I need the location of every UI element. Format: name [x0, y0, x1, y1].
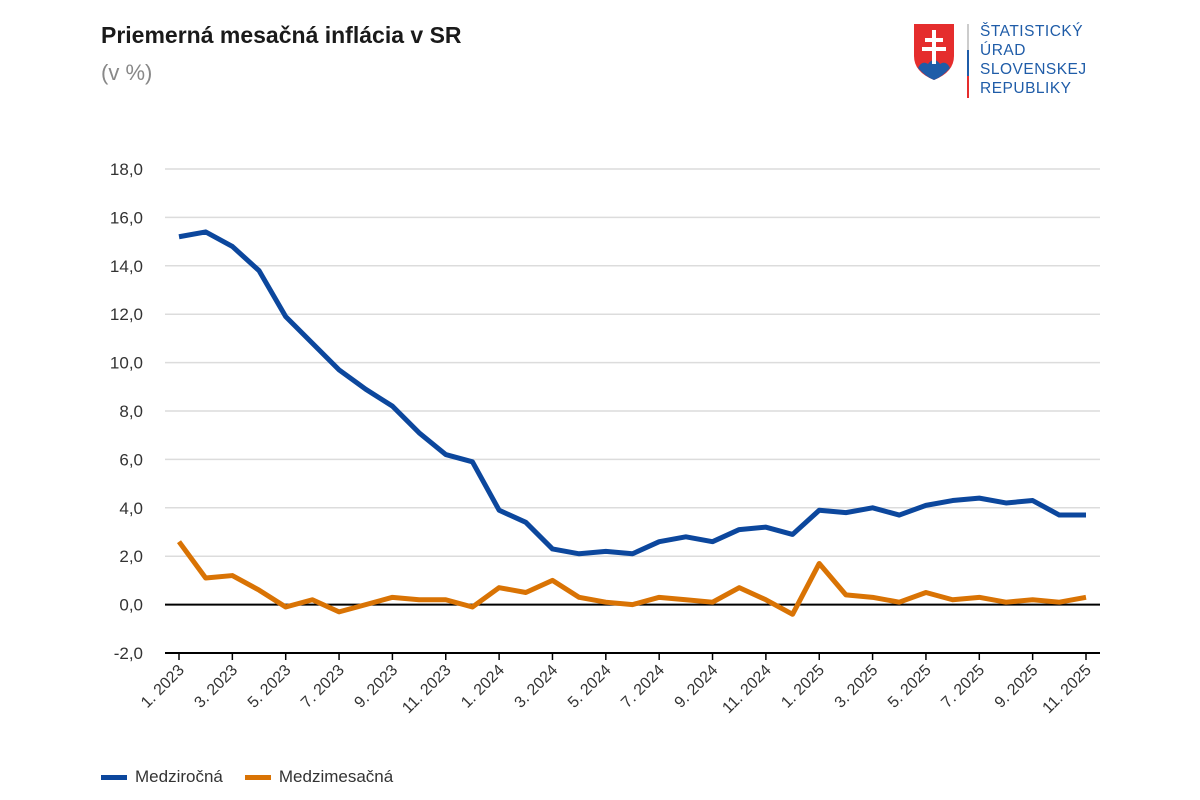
legend-label: Medzimesačná	[278, 767, 394, 786]
y-tick-label: 6,0	[119, 450, 143, 469]
x-tick-label: 3. 2024	[512, 662, 562, 712]
x-tick-label: 7. 2023	[298, 662, 348, 712]
y-tick-label: 0,0	[119, 596, 143, 615]
y-tick-label: 4,0	[119, 499, 143, 518]
legend: Medziročná Medzimesačná	[101, 767, 393, 787]
x-tick-label: 5. 2024	[565, 662, 615, 712]
x-tick-label: 3. 2025	[832, 662, 882, 712]
x-tick-label: 7. 2024	[618, 662, 668, 712]
susr-logo: ŠTATISTICKÝ ÚRAD SLOVENSKEJ REPUBLIKY	[912, 20, 1102, 100]
series-line-medzirocna	[178, 229, 1086, 557]
legend-swatch	[101, 774, 127, 780]
logo-text: ŠTATISTICKÝ ÚRAD SLOVENSKEJ REPUBLIKY	[980, 22, 1087, 98]
legend-item-medzimesacna[interactable]: Medzimesačná	[244, 767, 394, 787]
x-tick-label: 1. 2023	[138, 662, 188, 712]
x-tick-label: 5. 2025	[885, 662, 935, 712]
x-tick-label: 9. 2023	[351, 662, 401, 712]
y-tick-label: 8,0	[119, 402, 143, 421]
y-tick-label: 12,0	[110, 305, 143, 324]
y-tick-label: 18,0	[110, 160, 143, 179]
logo-line: REPUBLIKY	[980, 80, 1072, 97]
y-tick-label: 14,0	[110, 257, 143, 276]
chart-subtitle: (v %)	[101, 60, 153, 85]
chart-title: Priemerná mesačná inflácia v SR	[101, 22, 462, 48]
y-tick-label: 2,0	[119, 547, 143, 566]
legend-label: Medziročná	[135, 767, 223, 786]
x-tick-label: 1. 2025	[778, 662, 828, 712]
x-tick-label: 11. 2024	[719, 662, 774, 717]
y-tick-label: -2,0	[114, 644, 143, 663]
y-tick-label: 10,0	[110, 354, 143, 373]
legend-swatch	[244, 774, 271, 780]
logo-line: ŠTATISTICKÝ	[980, 23, 1084, 40]
legend-item-medzirocna[interactable]: Medziročná	[101, 767, 223, 787]
x-tick-label: 7. 2025	[938, 662, 988, 712]
x-tick-label: 5. 2023	[245, 662, 295, 712]
logo-line: SLOVENSKEJ	[980, 61, 1087, 78]
slovak-coat-of-arms-icon	[914, 24, 969, 98]
x-tick-label: 11. 2025	[1040, 662, 1095, 717]
logo-line: ÚRAD	[980, 42, 1026, 59]
x-tick-label: 1. 2024	[458, 662, 508, 712]
y-tick-label: 16,0	[110, 208, 143, 227]
x-tick-label: 9. 2025	[992, 662, 1042, 712]
x-tick-label: 3. 2023	[191, 662, 241, 712]
x-tick-label: 9. 2024	[672, 662, 722, 712]
x-tick-label: 11. 2023	[399, 662, 454, 717]
